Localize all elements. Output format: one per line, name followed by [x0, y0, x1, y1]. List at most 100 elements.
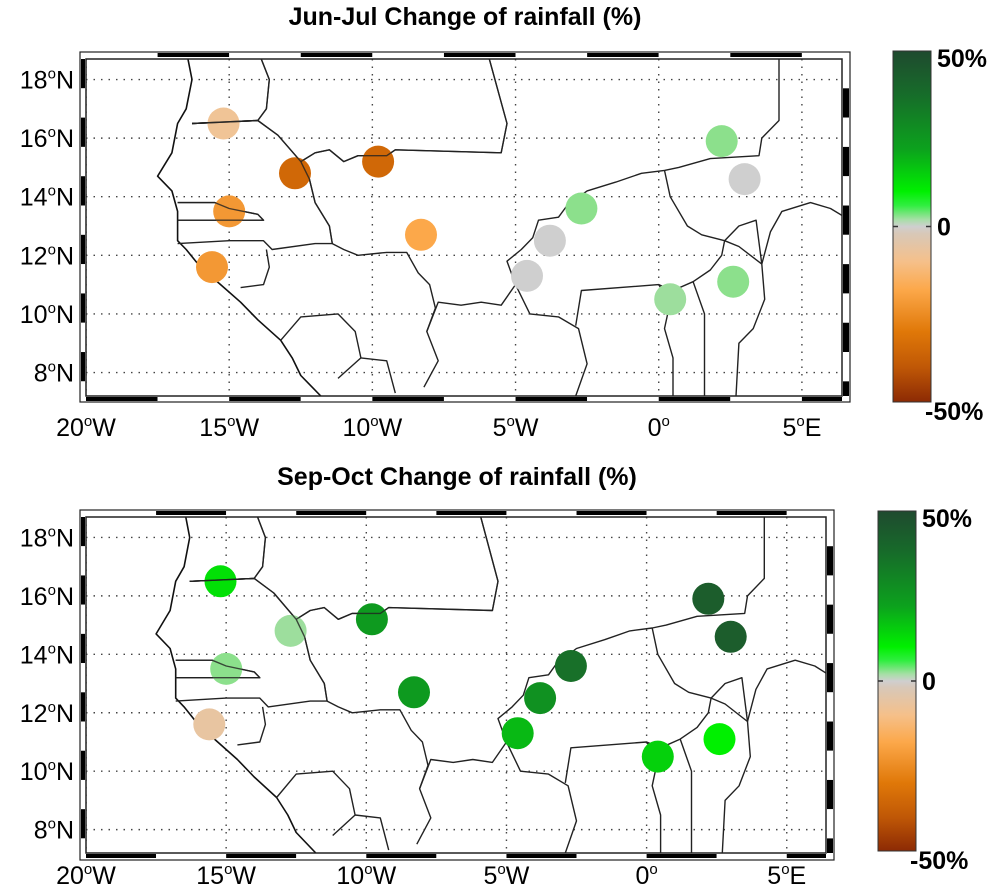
country-border [746, 659, 826, 722]
frame-segment-right [843, 146, 849, 177]
tick-hemisphere: N [56, 524, 74, 552]
tick-degree-value: 14 [20, 184, 48, 212]
y-tick-label: 14oN [20, 640, 74, 669]
frame-segment-top [587, 53, 659, 57]
tick-hemisphere: N [56, 301, 74, 329]
station-marker [511, 259, 543, 292]
frame-segment-left [81, 633, 85, 664]
frame-segment-bottom [716, 854, 787, 858]
frame-segment-bottom [515, 397, 588, 401]
tick-hemisphere: W [92, 414, 116, 442]
tick-hemisphere: N [56, 242, 74, 270]
frame-segment-bottom [226, 854, 297, 858]
frame-segment-bottom [372, 397, 444, 401]
degree-symbol: o [781, 861, 789, 878]
frame-segment-right [827, 604, 833, 634]
frame-segment-right [843, 264, 849, 294]
map-background [86, 517, 826, 853]
station-marker [524, 682, 557, 715]
tick-degree-value: 0 [648, 414, 662, 442]
tick-degree-value: 5 [493, 414, 507, 442]
frame-segment-left [81, 205, 85, 235]
degree-symbol: o [84, 413, 92, 430]
station-marker [565, 192, 598, 225]
degree-symbol: o [48, 300, 56, 317]
frame-segment-right [843, 234, 849, 265]
degree-symbol: o [48, 523, 56, 540]
tick-degree-value: 0 [635, 862, 649, 889]
colorbar-label-max: 50% [937, 45, 987, 73]
frame-segment-right [827, 779, 833, 810]
plot-border [85, 516, 827, 854]
plot-border [85, 58, 843, 397]
degree-symbol: o [48, 359, 56, 376]
degree-symbol: o [364, 861, 372, 878]
frame-segment-bottom [229, 397, 301, 401]
frame-segment-left [81, 117, 85, 147]
station-marker [641, 740, 674, 773]
frame-segment-top [366, 511, 437, 515]
frame-segment-left [81, 176, 85, 206]
map-area [86, 517, 826, 853]
frame-segment-top [296, 511, 367, 515]
frame-segment-right [827, 692, 833, 722]
country-border-overlay [189, 577, 328, 702]
frame-segment-bottom [786, 854, 826, 858]
frame-border [79, 51, 851, 403]
country-border-overlay [177, 201, 265, 221]
frame-segment-top [576, 511, 647, 515]
colorbar: 50% 0 -50% [892, 45, 987, 426]
frame-segment-bottom [646, 854, 717, 858]
country-border [505, 741, 578, 853]
tick-degree-value: 16 [20, 583, 48, 611]
chart-title: Sep-Oct Change of rainfall (%) [277, 463, 637, 491]
country-border [355, 814, 390, 851]
frame-segment-top [786, 511, 826, 515]
country-border [692, 281, 706, 396]
x-tick-label: 15oW [196, 861, 256, 889]
frame-segment-top [157, 53, 230, 57]
tick-degree-value: 14 [20, 641, 48, 669]
station-marker [193, 708, 226, 741]
x-tick-label: 20oW [56, 413, 116, 442]
x-tick-label: 0o [635, 861, 657, 889]
frame-segment-right [843, 352, 849, 382]
station-marker [533, 224, 566, 257]
frame-segment-top [300, 53, 373, 57]
frame-segment-bottom [443, 397, 516, 401]
station-marker [362, 145, 395, 178]
tick-degree-value: 20 [56, 862, 84, 889]
degree-symbol: o [48, 241, 56, 258]
map-frame [79, 509, 835, 861]
degree-symbol: o [48, 640, 56, 657]
frame-segment-top [515, 53, 588, 57]
frame-segment-left [81, 838, 85, 853]
tick-degree-value: 18 [20, 524, 48, 552]
frame-segment-bottom [300, 397, 373, 401]
tick-degree-value: 5 [484, 862, 498, 889]
colorbar-label-max: 50% [922, 505, 972, 533]
tick-hemisphere: N [56, 758, 74, 786]
frame-segment-bottom [587, 397, 659, 401]
frame-segment-right [827, 721, 833, 751]
y-tick-label: 12oN [20, 699, 74, 728]
frame-segment-top [372, 53, 444, 57]
frame-segment-top [229, 53, 301, 57]
country-border [276, 770, 356, 837]
frame-segment-right [827, 633, 833, 664]
station-marker [355, 603, 388, 636]
tick-degree-value: 10 [20, 301, 48, 329]
frame-segment-top [658, 53, 731, 57]
frame-segment-left [81, 293, 85, 323]
tick-hemisphere: W [235, 414, 259, 442]
y-tick-label: 8oN [34, 359, 74, 388]
frame-segment-top [156, 511, 227, 515]
frame-segment-left [81, 750, 85, 780]
tick-hemisphere: W [515, 414, 539, 442]
frame-segment-bottom [157, 397, 230, 401]
frame-segment-right [827, 809, 833, 839]
country-border [360, 357, 396, 394]
country-border [237, 706, 267, 746]
frame-segment-right [843, 59, 849, 89]
country-border-overlay [295, 517, 499, 620]
